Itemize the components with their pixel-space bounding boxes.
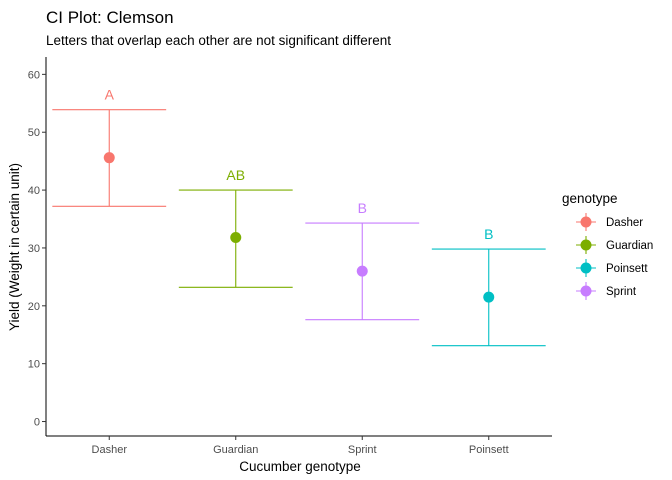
x-tick-label: Guardian [213, 444, 258, 456]
legend-item-guardian: Guardian [576, 236, 653, 254]
chart-marks: A AB B B [52, 87, 546, 347]
x-axis: Dasher Guardian Sprint Poinsett [46, 435, 552, 456]
legend-label: Poinsett [606, 263, 648, 275]
significance-letter: A [105, 87, 115, 103]
errorbar-guardian: AB [178, 167, 293, 288]
legend: genotype Dasher Guardian Poinsett Sprint [562, 191, 653, 300]
y-tick-label: 50 [28, 127, 40, 139]
errorbar-poinsett: B [431, 226, 546, 347]
y-tick-label: 60 [28, 69, 40, 81]
x-axis-title: Cucumber genotype [239, 459, 361, 474]
mean-point [483, 291, 495, 303]
legend-key-point [580, 285, 592, 297]
y-tick-label: 30 [28, 243, 40, 255]
mean-point [356, 265, 368, 277]
legend-key-point [580, 262, 592, 274]
errorbar-sprint: B [305, 200, 420, 321]
y-tick-label: 10 [28, 359, 40, 371]
y-tick-label: 20 [28, 301, 40, 313]
significance-letter: AB [226, 167, 245, 183]
significance-letter: B [358, 200, 367, 216]
legend-label: Guardian [606, 240, 653, 252]
legend-item-dasher: Dasher [576, 213, 643, 231]
x-tick-label: Dasher [92, 444, 128, 456]
legend-item-poinsett: Poinsett [576, 259, 648, 277]
y-axis-title: Yield (Weight in certain unit) [7, 163, 22, 331]
legend-key-point [580, 216, 592, 228]
legend-title: genotype [562, 191, 618, 206]
x-tick-label: Sprint [348, 444, 377, 456]
y-tick-label: 0 [34, 417, 40, 429]
y-tick-label: 40 [28, 185, 40, 197]
y-axis: 0 10 20 30 40 50 60 [28, 57, 47, 436]
significance-letter: B [484, 226, 493, 242]
x-tick-label: Poinsett [469, 444, 509, 456]
legend-label: Dasher [606, 217, 643, 229]
mean-point [230, 232, 242, 244]
chart-subtitle: Letters that overlap each other are not … [46, 33, 391, 48]
legend-key-point [580, 239, 592, 251]
legend-item-sprint: Sprint [576, 282, 637, 300]
mean-point [103, 152, 115, 164]
legend-label: Sprint [606, 286, 637, 298]
chart-title: CI Plot: Clemson [46, 8, 174, 27]
errorbar-dasher: A [52, 87, 167, 207]
